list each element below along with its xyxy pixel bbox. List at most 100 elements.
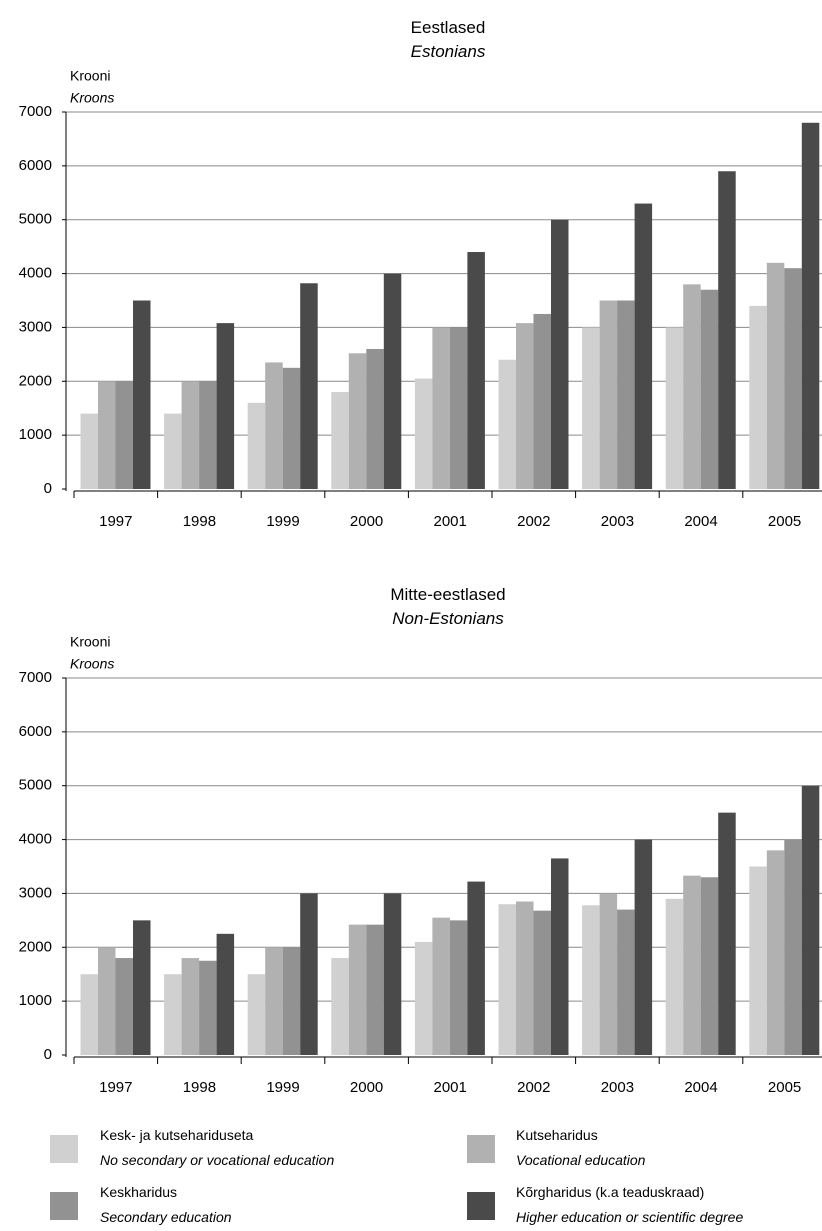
estonians-bar-2000-secondary-education: [366, 348, 384, 489]
non-estonians-bar-2005-vocational-education: [766, 850, 785, 1055]
estonians-bar-1998-secondary-education: [199, 381, 217, 489]
estonians-bar-1998-higher-education-or-scientific-degree: [216, 323, 235, 489]
estonians-ytick-label-6000: 6000: [19, 157, 52, 174]
non-estonians-ytick-label-0: 0: [44, 1046, 52, 1063]
estonians-bar-2005-higher-education-or-scientific-degree: [801, 122, 820, 490]
legend-item-secondary: Keskharidus Secondary education: [50, 1184, 232, 1225]
non-estonians-bar-2000-higher-education-or-scientific-degree: [383, 893, 402, 1055]
non-estonians-bar-1998-higher-education-or-scientific-degree: [216, 933, 235, 1055]
estonians-bar-2002-secondary-education: [533, 313, 551, 489]
estonians-ytick-label-1000: 1000: [19, 426, 52, 443]
estonians-bar-2004-higher-education-or-scientific-degree: [718, 171, 736, 489]
chart-non-estonians: Mitte-eestlased Non-Estonians Krooni Kroons…: [19, 585, 822, 1096]
estonians-bar-2000-higher-education-or-scientific-degree: [383, 273, 402, 489]
estonians-ylabel-en: Kroons: [70, 90, 114, 106]
non-estonians-bar-2002-no-secondary-or-vocational-education: [498, 904, 516, 1055]
legend-label-secondary: Keskharidus: [100, 1184, 177, 1200]
estonians-bar-2002-vocational-education: [516, 323, 534, 489]
estonians-bar-2005-no-secondary-or-vocational-education: [749, 305, 767, 489]
estonians-bar-2003-no-secondary-or-vocational-education: [582, 327, 600, 489]
estonians-ylabel: Krooni: [70, 68, 110, 84]
estonians-bar-2001-no-secondary-or-vocational-education: [414, 378, 433, 489]
non-estonians-bar-2000-vocational-education: [348, 924, 367, 1055]
non-estonians-bar-2005-higher-education-or-scientific-degree: [801, 785, 820, 1055]
non-estonians-bar-1998-vocational-education: [181, 958, 200, 1055]
non-estonians-bar-1998-secondary-education: [199, 960, 217, 1055]
estonians-category-label-1997: 1997: [99, 513, 132, 530]
non-estonians-bar-2001-no-secondary-or-vocational-education: [414, 941, 433, 1055]
legend-swatch-no-secondary: [50, 1135, 78, 1163]
legend-label-secondary-en: Secondary education: [100, 1209, 232, 1225]
non-estonians-bar-2003-secondary-education: [617, 909, 635, 1055]
estonians-bar-2003-higher-education-or-scientific-degree: [634, 203, 653, 490]
non-estonians-category-label-2003: 2003: [601, 1079, 634, 1096]
estonians-bar-2004-secondary-education: [700, 289, 719, 489]
estonians-category-label-2001: 2001: [434, 513, 467, 530]
estonians-category-label-2003: 2003: [601, 513, 634, 530]
estonians-bar-2001-secondary-education: [449, 327, 468, 489]
non-estonians-ylabel-en: Kroons: [70, 656, 114, 672]
legend-swatch-secondary: [50, 1192, 78, 1220]
non-estonians-category-label-2002: 2002: [517, 1079, 550, 1096]
estonians-bar-2003-vocational-education: [599, 300, 618, 489]
non-estonians-bar-2000-no-secondary-or-vocational-education: [331, 958, 349, 1055]
estonians-bar-2001-higher-education-or-scientific-degree: [467, 252, 485, 489]
non-estonians-bar-2004-vocational-education: [683, 875, 701, 1055]
non-estonians-category-label-2005: 2005: [768, 1079, 801, 1096]
estonians-bar-1997-higher-education-or-scientific-degree: [133, 300, 151, 489]
legend-item-vocational: Kutseharidus Vocational education: [467, 1127, 646, 1168]
estonians-bar-1999-secondary-education: [282, 367, 301, 489]
non-estonians-category-label-1999: 1999: [266, 1079, 299, 1096]
estonians-bar-2001-vocational-education: [432, 327, 450, 489]
legend: Kesk- ja kutsehariduseta No secondary or…: [50, 1127, 743, 1225]
non-estonians-bar-2002-secondary-education: [533, 910, 551, 1055]
non-estonians-ytick-label-5000: 5000: [19, 777, 52, 794]
non-estonians-bar-1997-no-secondary-or-vocational-education: [80, 974, 98, 1055]
non-estonians-bar-2000-secondary-education: [366, 924, 384, 1055]
non-estonians-bar-2001-secondary-education: [449, 920, 468, 1055]
estonians-ytick-label-5000: 5000: [19, 211, 52, 228]
estonians-bar-1999-higher-education-or-scientific-degree: [300, 283, 318, 489]
estonians-category-label-2002: 2002: [517, 513, 550, 530]
legend-swatch-higher: [467, 1192, 495, 1220]
legend-label-no-secondary-en: No secondary or vocational education: [100, 1152, 334, 1168]
estonians-ytick-label-0: 0: [44, 480, 52, 497]
estonians-bar-2002-higher-education-or-scientific-degree: [551, 219, 569, 489]
estonians-category-label-2005: 2005: [768, 513, 801, 530]
estonians-bar-1998-no-secondary-or-vocational-education: [164, 413, 182, 489]
non-estonians-bar-2001-higher-education-or-scientific-degree: [467, 881, 485, 1055]
legend-label-vocational: Kutseharidus: [516, 1127, 598, 1143]
estonians-category-label-2004: 2004: [684, 513, 717, 530]
non-estonians-ytick-label-7000: 7000: [19, 669, 52, 686]
non-estonians-bar-2002-higher-education-or-scientific-degree: [551, 858, 569, 1055]
estonians-category-label-2000: 2000: [350, 513, 383, 530]
estonians-title: Eestlased: [411, 18, 486, 37]
chart-estonians: Eestlased Estonians Krooni Kroons 0 1000 2000 3…: [19, 18, 822, 530]
estonians-category-label-1999: 1999: [266, 513, 299, 530]
legend-item-higher: Kõrgharidus (k.a teaduskraad) Higher edu…: [467, 1184, 743, 1225]
legend-swatch-vocational: [467, 1135, 495, 1163]
estonians-ytick-label-3000: 3000: [19, 318, 52, 335]
estonians-ytick-label-2000: 2000: [19, 372, 52, 389]
non-estonians-category-label-2004: 2004: [684, 1079, 717, 1096]
non-estonians-bar-1999-higher-education-or-scientific-degree: [300, 893, 318, 1055]
non-estonians-bar-2001-vocational-education: [432, 917, 450, 1055]
non-estonians-bar-1997-higher-education-or-scientific-degree: [133, 920, 151, 1055]
non-estonians-ytick-label-2000: 2000: [19, 938, 52, 955]
legend-label-vocational-en: Vocational education: [516, 1152, 646, 1168]
estonians-category-label-1998: 1998: [183, 513, 216, 530]
estonians-bar-2005-vocational-education: [766, 262, 785, 489]
estonians-bar-2004-vocational-education: [683, 284, 701, 489]
non-estonians-ytick-label-1000: 1000: [19, 992, 52, 1009]
non-estonians-bar-1998-no-secondary-or-vocational-education: [164, 974, 182, 1055]
non-estonians-bar-2003-no-secondary-or-vocational-education: [582, 905, 600, 1055]
estonians-bar-1997-secondary-education: [115, 381, 133, 489]
non-estonians-subtitle: Non-Estonians: [392, 609, 504, 628]
non-estonians-bar-1999-no-secondary-or-vocational-education: [247, 974, 266, 1055]
estonians-ytick-label-4000: 4000: [19, 265, 52, 282]
non-estonians-bar-2005-secondary-education: [784, 839, 802, 1055]
estonians-bar-2003-secondary-education: [617, 300, 635, 489]
non-estonians-ytick-label-3000: 3000: [19, 884, 52, 901]
non-estonians-bar-2003-vocational-education: [599, 893, 618, 1055]
